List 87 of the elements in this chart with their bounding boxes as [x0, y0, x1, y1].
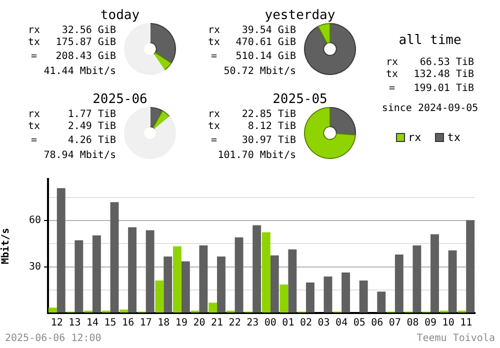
- x-tick-label: 10: [442, 318, 454, 329]
- text: all time: [398, 33, 462, 48]
- bar: [448, 250, 457, 312]
- bar: [199, 245, 208, 312]
- text: 101.70 Mbit/s: [218, 149, 296, 162]
- x-tick-label: 06: [371, 318, 384, 329]
- x-tick-label: 16: [122, 318, 134, 329]
- x-tick-label: 14: [86, 318, 99, 329]
- bar: [306, 282, 314, 312]
- bar: [377, 292, 386, 312]
- x-tick-label: 08: [406, 318, 419, 329]
- text: 50.72 Mbit/s: [224, 65, 296, 78]
- bar: [155, 280, 164, 312]
- bar: [56, 188, 66, 312]
- text: 41.44 Mbit/s: [44, 65, 116, 78]
- text: 2025-06-06 12:00: [5, 333, 102, 344]
- bar: [280, 284, 288, 312]
- text: = 30.97 TiB: [210, 135, 296, 146]
- text: 78.94 Mbit/s: [44, 149, 116, 162]
- x-tick-label: 23: [246, 318, 259, 329]
- x-tick-label: 02: [300, 318, 312, 329]
- legend-label: tx: [447, 131, 460, 144]
- bar: [172, 246, 182, 312]
- chart-title: 2025-05: [272, 92, 328, 107]
- text: tx 2.49 TiB: [28, 121, 116, 132]
- bar: [48, 308, 57, 312]
- x-tick-label: 05: [353, 318, 366, 329]
- text: Teemu Toivola: [416, 333, 495, 344]
- y-tick-label: 30: [28, 261, 41, 272]
- bar: [324, 276, 332, 312]
- x-tick-label: 21: [210, 318, 224, 329]
- text: rx 32.56 GiB: [28, 25, 116, 36]
- text: tx 8.12 TiB: [208, 121, 296, 132]
- bar: [430, 234, 439, 312]
- chart-title: 2025-06: [92, 92, 148, 107]
- x-tick-label: 00: [264, 318, 276, 329]
- bar: [288, 249, 297, 312]
- bar: [146, 230, 154, 312]
- bar: [92, 235, 101, 312]
- bar: [262, 232, 270, 312]
- bar: [217, 256, 226, 312]
- text: = 4.26 TiB: [30, 135, 116, 146]
- x-tick-label: 18: [158, 318, 170, 329]
- bar: [164, 256, 172, 312]
- bar: [120, 310, 128, 312]
- text: rx 66.53 TiB: [386, 57, 474, 68]
- text: = 199.01 TiB: [388, 83, 474, 94]
- text: = 208.43 GiB: [30, 51, 116, 62]
- text: rx 1.77 TiB: [28, 109, 116, 120]
- text: tx 470.61 GiB: [208, 37, 296, 48]
- text: since 2024-09-05: [380, 102, 480, 115]
- y-tick-label: 60: [28, 215, 41, 226]
- x-tick-label: 22: [228, 318, 241, 329]
- text: tx 132.48 TiB: [386, 69, 474, 80]
- x-tick-label: 19: [175, 318, 188, 329]
- bar: [270, 255, 279, 312]
- x-tick-label: 17: [140, 318, 152, 329]
- bar: [412, 245, 422, 312]
- y-axis-title: Mbit/s: [0, 228, 12, 264]
- bar: [128, 227, 137, 312]
- x-tick-label: 13: [68, 318, 81, 329]
- bar: [234, 237, 244, 312]
- x-tick-label: 07: [388, 318, 401, 329]
- x-tick-label: 11: [460, 318, 472, 329]
- bar: [252, 225, 262, 312]
- bar: [110, 202, 119, 312]
- bar: [394, 254, 404, 312]
- x-tick-label: 15: [104, 318, 116, 329]
- bar: [359, 280, 368, 312]
- text: rx 22.85 TiB: [208, 109, 296, 120]
- bar: [74, 240, 84, 312]
- bar: [466, 220, 475, 312]
- bar: [181, 261, 190, 312]
- x-tick-label: 01: [282, 318, 294, 329]
- x-tick-label: 03: [318, 318, 330, 329]
- x-tick-label: 04: [336, 318, 348, 329]
- chart-title: today: [99, 8, 141, 23]
- bar: [342, 272, 350, 312]
- legend-label: rx: [408, 131, 422, 144]
- text: rx 39.54 GiB: [208, 25, 296, 36]
- x-tick-label: 12: [50, 318, 63, 329]
- x-tick-label: 09: [424, 318, 437, 329]
- x-tick-label: 20: [193, 318, 206, 329]
- text: tx 175.87 GiB: [28, 37, 116, 48]
- chart-title: yesterday: [264, 8, 336, 23]
- bar: [208, 302, 218, 312]
- text: = 510.14 GiB: [210, 51, 296, 62]
